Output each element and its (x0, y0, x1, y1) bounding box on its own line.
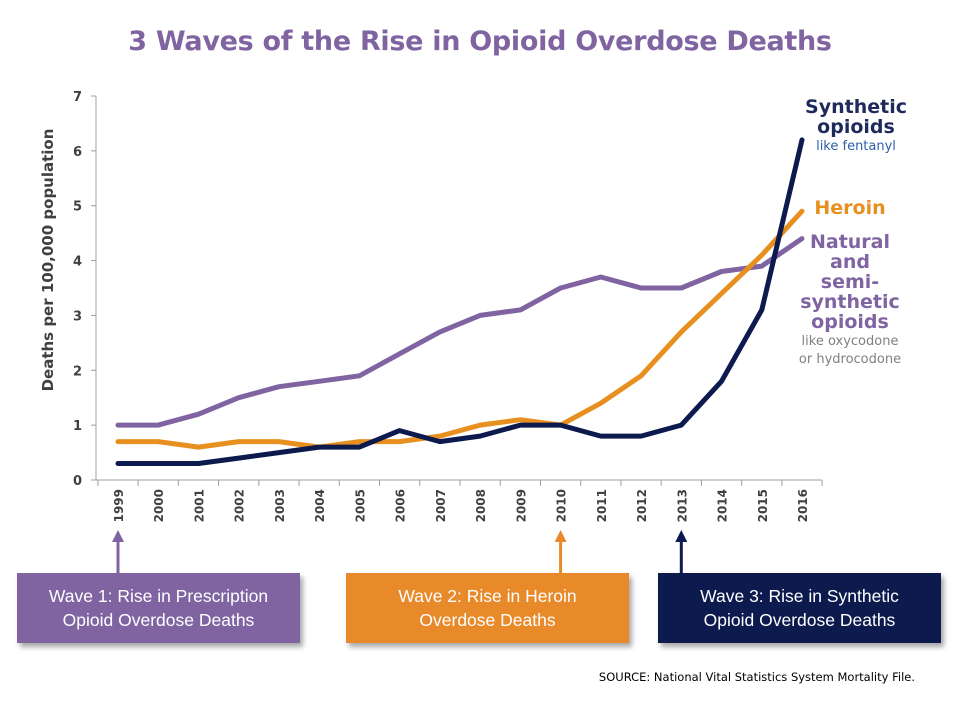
y-axis-label: Deaths per 100,000 population (39, 129, 57, 392)
wave-2-line2: Overdose Deaths (419, 610, 556, 630)
label-natural-line1: Natural (809, 231, 891, 253)
x-tick-label: 2001 (192, 489, 206, 522)
x-tick-label: 2003 (273, 489, 287, 522)
x-tick-label: 1999 (112, 489, 126, 522)
x-tick-label: 2004 (313, 489, 327, 522)
wave-2-line1: Wave 2: Rise in Heroin (398, 586, 577, 606)
x-tick-label: 2013 (675, 489, 689, 522)
wave-arrow-head-icon (675, 530, 688, 542)
axes: 0 1 2 3 4 5 6 7 1999 2000 2001 2002 2003 2004 2005 2006… (73, 90, 823, 522)
x-tick-label: 2012 (635, 489, 649, 522)
label-heroin-line1: Heroin (814, 197, 886, 219)
source-note: SOURCE: National Vital Statistics System… (598, 670, 915, 684)
label-natural-sub2: or hydrocodone (798, 352, 902, 367)
series-lines (115, 137, 805, 466)
wave-3-line1: Wave 3: Rise in Synthetic (700, 586, 899, 606)
wave-1-line1: Wave 1: Rise in Prescription (48, 586, 269, 606)
x-tick-label: 2002 (233, 489, 247, 522)
y-tick-label: 1 (73, 419, 82, 434)
y-tick-label: 3 (73, 309, 82, 324)
wave-3-box: Wave 3: Rise in Synthetic Opioid Overdose… (658, 573, 941, 643)
x-tick-label: 2016 (796, 489, 810, 522)
y-tick-label: 0 (73, 474, 82, 489)
wave-arrows (112, 530, 688, 573)
label-natural-line2: and (830, 251, 870, 273)
y-tick-label: 6 (73, 145, 82, 160)
x-tick-label: 2009 (514, 489, 528, 522)
x-tick-label: 2014 (716, 489, 730, 522)
label-natural-line5: opioids (811, 311, 889, 333)
label-heroin: Heroin (790, 198, 910, 218)
label-natural-line3: semi- (820, 271, 880, 293)
x-tick-label: 2008 (474, 489, 488, 522)
label-synthetic-sub: like fentanyl (816, 139, 896, 154)
x-tick-label: 2011 (595, 489, 609, 522)
wave-arrow-head-icon (112, 530, 124, 542)
wave-1-line2: Opioid Overdose Deaths (62, 610, 255, 630)
y-tick-label: 7 (73, 90, 82, 105)
chart-title: 3 Waves of the Rise in Opioid Overdose D… (128, 26, 832, 57)
x-tick-label: 2015 (756, 489, 770, 522)
x-tick-label: 2005 (353, 489, 367, 522)
label-natural-line4: synthetic (800, 291, 900, 313)
label-synthetic-line1: Synthetic (805, 96, 907, 118)
series-line-natural-and-semi-synthetic-opioids (115, 236, 805, 428)
x-tick-label: 2006 (394, 489, 408, 522)
label-natural-semi-synthetic: Natural and semi- synthetic opioids like… (790, 232, 910, 368)
label-synthetic-opioids: Synthetic opioids like fentanyl (796, 97, 916, 157)
x-tick-label: 2000 (152, 489, 166, 522)
y-tick-label: 5 (73, 200, 82, 215)
x-tick-label: 2007 (434, 489, 448, 522)
wave-1-box: Wave 1: Rise in Prescription Opioid Overd… (17, 573, 300, 643)
series-line-synthetic-opioids (115, 137, 805, 466)
x-tick-label: 2010 (555, 489, 569, 522)
series-line-heroin (115, 208, 805, 450)
y-tick-label: 4 (73, 255, 82, 270)
wave-3-line2: Opioid Overdose Deaths (703, 610, 896, 630)
label-natural-sub1: like oxycodone (801, 334, 899, 349)
label-synthetic-line2: opioids (817, 116, 895, 138)
wave-2-box: Wave 2: Rise in Heroin Overdose Deaths (346, 573, 629, 643)
y-tick-label: 2 (73, 364, 82, 379)
wave-arrow-head-icon (554, 530, 567, 542)
